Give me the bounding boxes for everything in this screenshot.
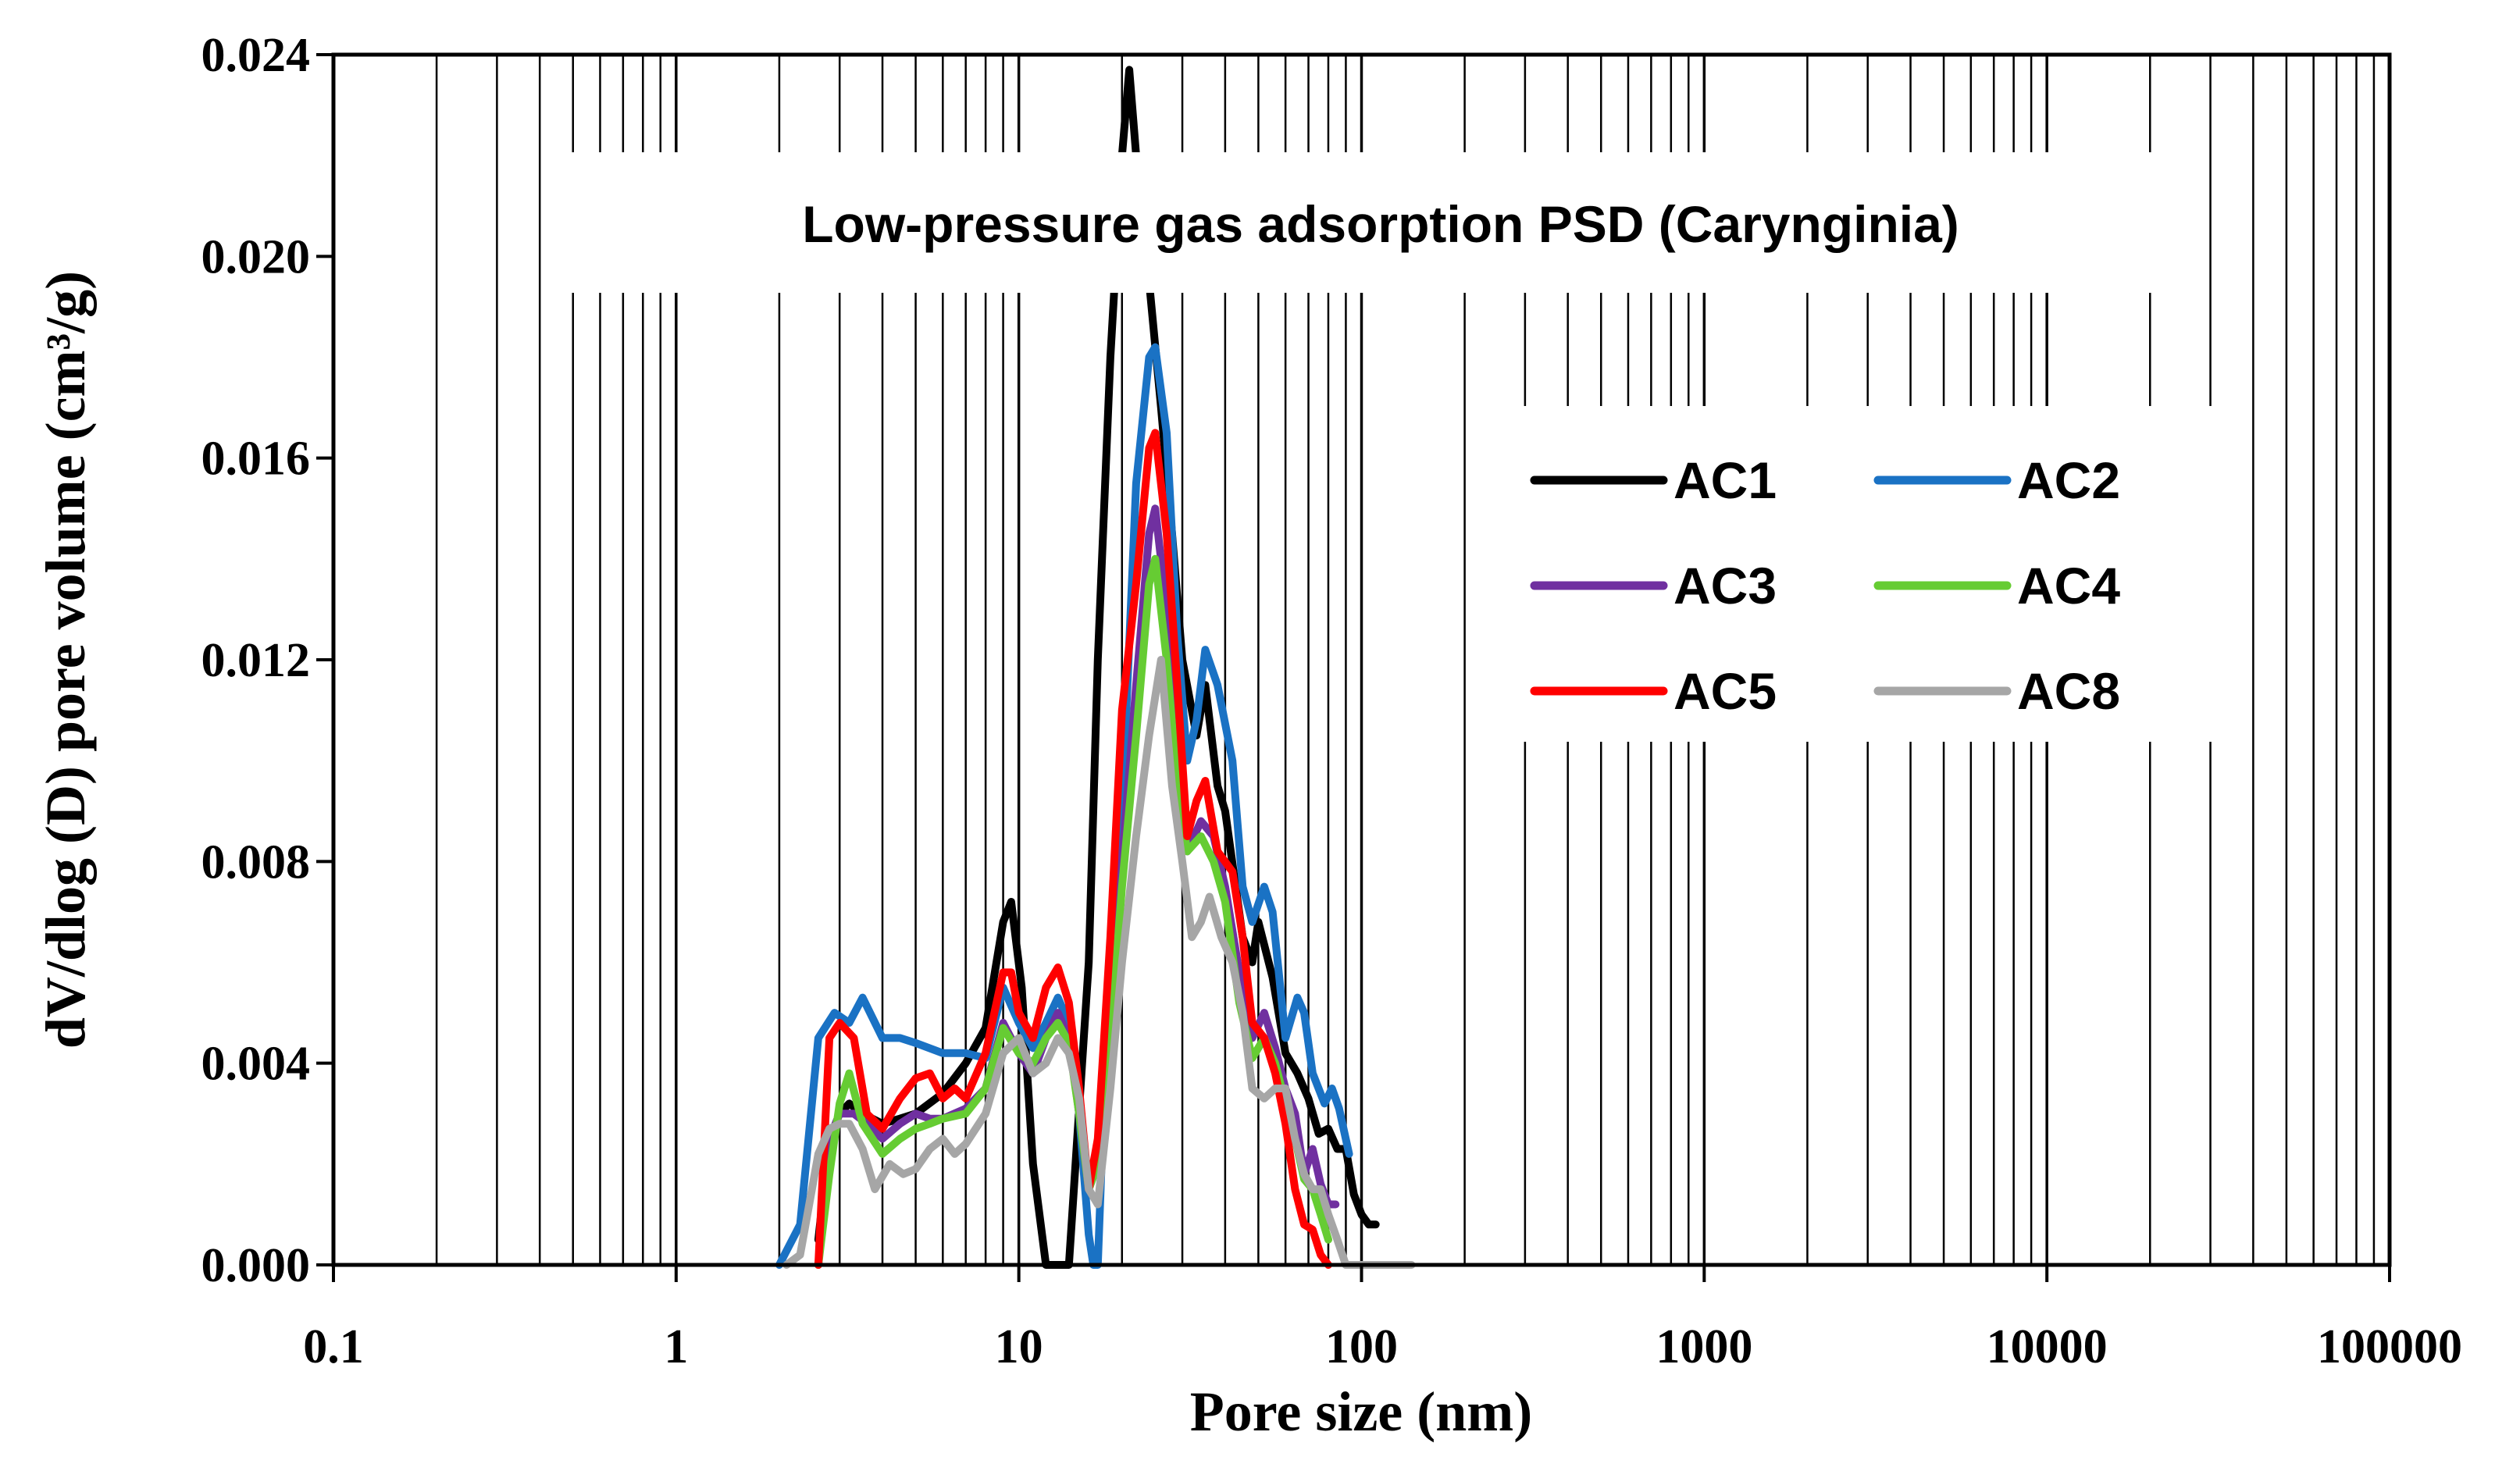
x-tick-label: 100 [1325,1320,1398,1373]
legend-item-ac8: AC8 [1873,662,2120,720]
x-tick-label: 100000 [2317,1320,2462,1373]
legend-box [1503,406,2214,742]
axis-ticks: 0.000 0.004 0.008 0.012 0.016 0.020 0.024 0.1 1 1… [201,29,2463,1373]
legend-label: AC5 [1673,662,1777,720]
legend-label: AC1 [1673,451,1777,509]
x-tick-label: 1 [664,1320,688,1373]
x-tick-label: 10 [995,1320,1043,1373]
y-tick-label: 0.004 [201,1038,311,1091]
legend-label: AC4 [2017,557,2120,614]
y-tick-label: 0.000 [201,1239,311,1292]
legend: AC1 AC2 AC3 AC4 AC5 AC8 [1530,451,2120,720]
x-tick-label: 0.1 [303,1320,364,1373]
x-axis-title: Pore size (nm) [1190,1380,1533,1443]
x-tick-label: 10000 [1987,1320,2108,1373]
legend-label: AC8 [2017,662,2120,720]
legend-item-ac5: AC5 [1530,662,1777,720]
y-tick-label: 0.024 [201,29,311,82]
legend-item-ac1: AC1 [1530,451,1777,509]
legend-label: AC3 [1673,557,1777,614]
series-line-ac5 [814,429,1332,1269]
chart-title-box [569,152,2193,293]
y-tick-label: 0.012 [201,634,311,687]
legend-item-ac2: AC2 [1873,451,2120,509]
y-tick-label: 0.008 [201,835,311,889]
legend-item-ac3: AC3 [1530,557,1777,614]
legend-label: AC2 [2017,451,2120,509]
legend-item-ac4: AC4 [1873,557,2120,614]
x-tick-label: 1000 [1656,1320,1752,1373]
y-tick-label: 0.016 [201,433,311,486]
chart-title: Low-pressure gas adsorption PSD (Caryngi… [802,195,1959,253]
y-tick-label: 0.020 [201,230,311,283]
y-axis-title: dV/dlog (D) pore volume (cm³/g) [34,271,97,1049]
series-line-ac8 [782,656,1416,1269]
